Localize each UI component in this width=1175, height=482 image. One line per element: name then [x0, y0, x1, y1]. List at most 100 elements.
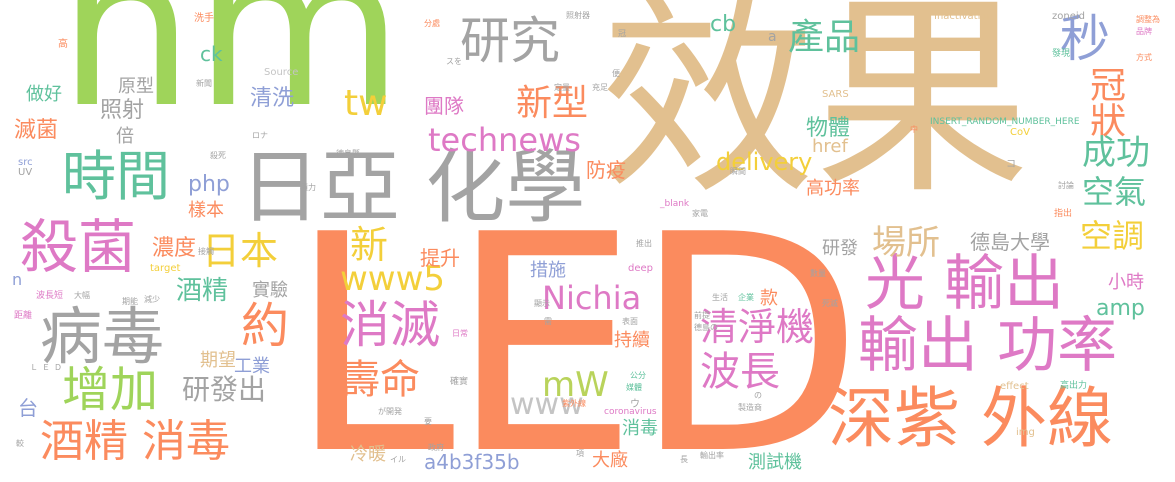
word-shuchu-gonglv: 輸出 功率 [858, 311, 1118, 381]
word-jiujing: 酒精 [176, 276, 229, 306]
word-effect: effect [1000, 381, 1029, 392]
word-shuliang: 數量 [810, 269, 826, 278]
word-yanjiu: 研究 [460, 12, 560, 70]
word-sars: SARS [822, 89, 849, 100]
word-bochang: 波長 [700, 349, 780, 395]
word-gongbu: 公分 [630, 371, 646, 380]
word-a4b3: a4b3f35b [424, 450, 520, 474]
word-bei: 倍 [116, 126, 134, 147]
word-taolun: 討論 [1058, 181, 1074, 190]
word-tw: tw [344, 83, 388, 124]
word-kuan: 款 [760, 288, 778, 309]
word-xiaodu: 消毒 [622, 418, 658, 439]
word-zuohao: 做好 [26, 84, 62, 105]
word-pinpai: 品牌 [1136, 27, 1152, 36]
word-dingliang: 定量 [554, 83, 570, 92]
word-jianshao: 減少 [144, 295, 160, 304]
word-xinxing: 新型 [516, 83, 589, 124]
word-hi: 高 [58, 39, 68, 50]
word-yanfachu: 研發出 [182, 373, 267, 406]
word-n: n [12, 270, 23, 289]
word-riben: 日本 [202, 229, 279, 273]
word-mw: mW [542, 365, 609, 405]
word-shenzi-waixian: 深紫 外線 [828, 380, 1113, 457]
word-dedao: 德島大學 [970, 230, 1050, 254]
word-fangyi: 防疫 [586, 158, 626, 182]
word-src: src [18, 157, 33, 168]
word-chixu: 持續 [614, 330, 650, 351]
word-zhong: 中 [910, 125, 918, 134]
word-zhaoshe: 照射 [100, 98, 145, 123]
word-xiaoshi: 小時 [1108, 272, 1144, 293]
word-zoneid: zoneid [1052, 11, 1085, 22]
word-a: a [768, 29, 777, 45]
word-dachang: 大廠 [592, 450, 628, 471]
word-jiehe: 接觸 [198, 247, 214, 256]
word-dedao-zhi: 德島の [694, 323, 718, 332]
word-yaozhi: 要 [424, 417, 432, 426]
word-guan: 冠 [618, 29, 626, 38]
word-ga: が開発 [378, 407, 402, 416]
word-guanzhuang: 冠狀 [1084, 66, 1125, 138]
word-yue: 約 [232, 300, 288, 348]
word-blank: _blank [660, 199, 690, 209]
word-jili: 積力 [300, 183, 316, 192]
word-php: php [188, 172, 230, 197]
word-L-E-D: ＬＥＤ [30, 363, 66, 372]
word-jianze: 瞬間 [730, 167, 746, 176]
word-siwang: 死滅 [822, 299, 838, 308]
word-tuibu: 推出 [636, 239, 652, 248]
word-shouming: 壽命 [340, 357, 420, 403]
word-qianti: 前提 [694, 311, 710, 320]
word-faxian: 發現 [1052, 49, 1071, 59]
word-qingjingji: 清淨機 [700, 305, 815, 349]
word-wuti: 物體 [806, 116, 851, 141]
word-delivery: delivery [716, 148, 813, 176]
word-meiti: 媒體 [626, 383, 642, 392]
word-qiye: 企業 [738, 293, 754, 302]
word-xiang: 項 [576, 449, 584, 458]
word-zhengfu: 政府 [428, 443, 444, 452]
word-gaogonglv: 高功率 [806, 178, 860, 199]
word-sugata: スを [446, 57, 462, 66]
word-led: LED [288, 171, 864, 482]
word-insert: INSERT_RANDOM_NUMBER_HERE [930, 117, 1080, 127]
word-lengnuan: 冷暖 [350, 444, 386, 465]
word-href: href [812, 136, 848, 157]
word-bingdu: 病毒 [40, 300, 165, 373]
word-zengjia: 增加 [62, 362, 159, 418]
word-xinwen: 新聞 [196, 79, 212, 88]
word-gongye: 工業 [234, 356, 270, 377]
word-ira: イル [390, 455, 406, 464]
word-target: target [150, 263, 181, 274]
word-chong: 充足 [592, 83, 608, 92]
word-zhichu: 指出 [1054, 209, 1073, 219]
word-kongqi: 空氣 [1082, 173, 1147, 211]
word-xiaoguo: 效果 [600, 0, 1030, 223]
word-biaomian: 表面 [622, 317, 638, 326]
word-nongdu: 濃度 [152, 236, 197, 261]
word-shijian: 時間 [62, 145, 170, 208]
word-wu: ウ [630, 399, 640, 410]
word-dabiao: 大幅 [74, 291, 90, 300]
word-deng: 德島縣 [336, 149, 360, 158]
word-cuoshi: 措施 [530, 260, 566, 281]
word-shenghuo: 生活 [712, 293, 728, 302]
word-yanfa: 研發 [822, 238, 858, 259]
word-shiyan: 實驗 [252, 280, 288, 301]
word-cb: cb [710, 12, 737, 37]
word-fenfeng: 分處 [424, 19, 440, 28]
word-chanpin: 產品 [788, 17, 861, 58]
word-shajun: 殺菌 [20, 213, 137, 281]
word-qiwang: 期望 [200, 350, 236, 371]
word-xiaomie: 消滅 [340, 296, 440, 354]
word-miao: 秒 [1060, 10, 1110, 68]
word-juli: 距離 [14, 311, 33, 321]
word-tuandui: 團隊 [424, 94, 464, 118]
word-guang-shuchu: 光 輸出 [865, 249, 1065, 319]
word-source: Source [264, 67, 299, 78]
word-xin: 新 [350, 223, 389, 267]
word-xiyi: 洗手 [194, 13, 214, 24]
word-zhizao: 製造商 [738, 403, 762, 412]
